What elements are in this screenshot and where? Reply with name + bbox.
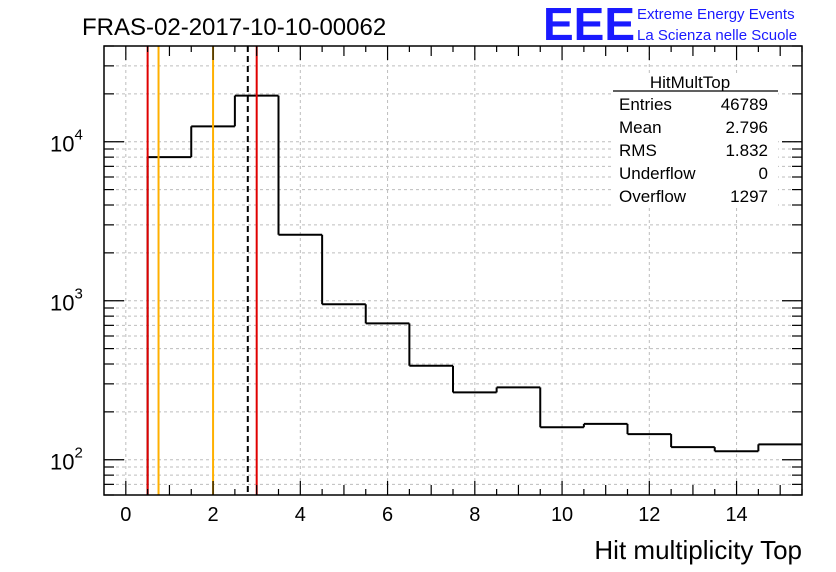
- x-tick-label: 4: [295, 504, 306, 526]
- x-axis-title: Hit multiplicity Top: [594, 535, 802, 565]
- stats-box-background: [613, 74, 778, 208]
- y-tick-label: 102: [50, 445, 83, 475]
- y-tick-base: 10: [50, 291, 74, 316]
- logo-line2: La Scienza nelle Scuole: [637, 27, 797, 44]
- x-tick-label: 8: [469, 504, 480, 526]
- stats-value-overflow: 1297: [730, 187, 768, 206]
- stats-value-underflow: 0: [759, 164, 768, 183]
- stats-label-mean: Mean: [619, 118, 662, 137]
- x-tick-label: 2: [208, 504, 219, 526]
- y-tick-exponent: 3: [74, 286, 82, 303]
- x-tick-label: 6: [382, 504, 393, 526]
- y-tick-base: 10: [50, 450, 74, 475]
- stats-value-mean: 2.796: [725, 118, 768, 137]
- stats-label-rms: RMS: [619, 141, 657, 160]
- x-tick-label: 0: [120, 504, 131, 526]
- logo-mark: EEE: [543, 0, 635, 50]
- x-tick-label: 14: [725, 504, 747, 526]
- histogram-layer: [146, 94, 802, 495]
- y-tick-label: 104: [50, 127, 83, 157]
- run-title: FRAS-02-2017-10-10-00062: [82, 14, 386, 41]
- stats-value-rms: 1.832: [725, 141, 768, 160]
- stats-label-underflow: Underflow: [619, 164, 696, 183]
- stats-value-entries: 46789: [721, 95, 768, 114]
- logo-line1: Extreme Energy Events: [637, 6, 795, 23]
- plot-frame: [103, 45, 803, 496]
- stats-box: HitMultTop Entries 46789 Mean 2.796 RMS …: [613, 73, 778, 208]
- marker-lines-layer: [146, 46, 258, 495]
- y-tick-base: 10: [50, 132, 74, 157]
- eee-logo: EEE Extreme Energy Events La Scienza nel…: [543, 0, 797, 50]
- stats-title: HitMultTop: [650, 73, 730, 92]
- x-tick-label: 12: [638, 504, 660, 526]
- x-tick-label: 10: [551, 504, 573, 526]
- y-tick-exponent: 4: [74, 127, 82, 144]
- y-tick-exponent: 2: [74, 445, 82, 462]
- y-tick-label: 103: [50, 286, 83, 316]
- stats-label-overflow: Overflow: [619, 187, 687, 206]
- stats-label-entries: Entries: [619, 95, 672, 114]
